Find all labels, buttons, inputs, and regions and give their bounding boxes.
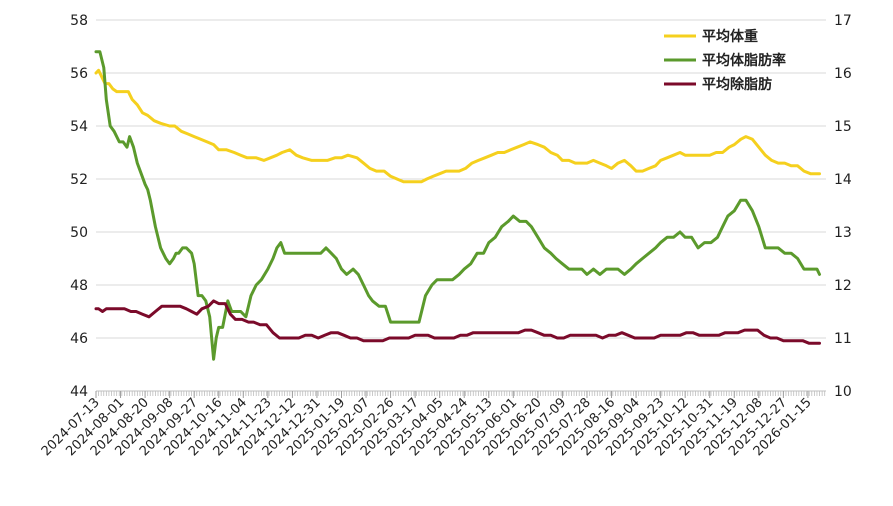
y-left-tick-label: 48: [70, 278, 88, 294]
y-right-tick-label: 15: [834, 119, 852, 135]
legend-label: 平均除脂肪: [702, 76, 772, 93]
series-lines: [94, 50, 821, 361]
y-right-tick-label: 11: [834, 331, 852, 347]
y-left-tick-label: 44: [70, 384, 88, 400]
y-axis-left: 44 46 48 50 52 54 56 58: [70, 13, 88, 400]
legend-label: 平均体脂肪率: [702, 52, 786, 69]
series-line-right: [94, 50, 821, 361]
y-right-tick-label: 17: [834, 13, 852, 29]
series-line-left: [94, 68, 821, 184]
y-right-tick-label: 12: [834, 278, 852, 294]
y-left-tick-label: 46: [70, 331, 88, 347]
y-left-tick-label: 54: [70, 119, 88, 135]
y-right-tick-label: 14: [834, 172, 852, 188]
y-right-tick-label: 13: [834, 225, 852, 241]
y-right-tick-label: 10: [834, 384, 852, 400]
y-left-tick-label: 56: [70, 66, 88, 82]
legend-label: 平均体重: [702, 28, 758, 45]
x-axis: 2024-07-132024-08-012024-08-202024-09-08…: [39, 391, 815, 459]
y-left-tick-label: 58: [70, 13, 88, 29]
series-line-left: [94, 299, 821, 345]
y-left-tick-label: 50: [70, 225, 88, 241]
y-left-tick-label: 52: [70, 172, 88, 188]
y-axis-right: 10 11 12 13 14 15 16 17: [834, 13, 852, 400]
x-axis-minor-ticks: [95, 391, 826, 396]
y-right-tick-label: 16: [834, 66, 852, 82]
